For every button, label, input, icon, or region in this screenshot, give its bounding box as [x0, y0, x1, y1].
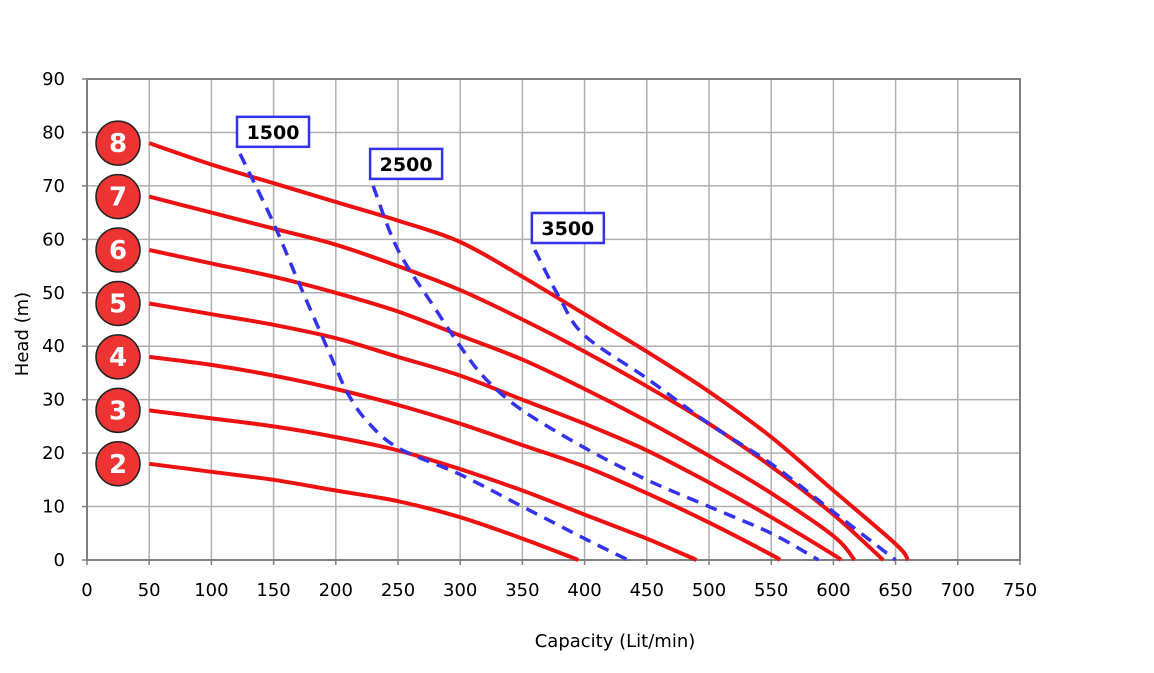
x-tick-label: 700 — [941, 580, 975, 601]
speed-curve-3500 — [533, 249, 897, 562]
stage-badge-circle — [95, 334, 141, 380]
x-tick-label: 0 — [81, 580, 92, 601]
stage-badge-label: 4 — [109, 343, 127, 373]
stage-badge-circle — [95, 120, 141, 166]
stage-badge-label: 8 — [109, 129, 127, 159]
speed-label-2500: 2500 — [368, 147, 444, 181]
plot-frame — [86, 78, 1021, 561]
y-tick-label: 60 — [42, 229, 65, 250]
speed-label-3500: 3500 — [530, 211, 606, 245]
y-tick-label: 0 — [54, 550, 65, 571]
stage-badge-8: 8 — [95, 120, 141, 166]
stage-curve-3 — [148, 408, 698, 562]
y-tick-label: 20 — [42, 443, 65, 464]
x-tick-label: 500 — [692, 580, 726, 601]
speed-label-text: 2500 — [380, 154, 433, 176]
x-axis-ticks: 0 50 100 150 200 250 300 350 400 450 500 550 600 650 7… — [81, 560, 1037, 601]
stage-badge-label: 6 — [109, 236, 127, 266]
x-tick-label: 200 — [319, 580, 353, 601]
y-tick-label: 50 — [42, 283, 65, 304]
stage-badge-circle — [95, 173, 141, 220]
y-tick-label: 30 — [42, 390, 65, 411]
y-tick-label: 10 — [42, 497, 65, 518]
x-tick-label: 400 — [567, 580, 601, 601]
speed-label-box — [368, 147, 444, 181]
plot-border — [86, 78, 1021, 561]
x-tick-label: 50 — [138, 580, 161, 601]
stage-curve-2 — [148, 461, 580, 562]
speed-label-text: 1500 — [247, 122, 300, 144]
stage-badge-label: 5 — [109, 289, 127, 319]
stage-badge-circle — [95, 280, 141, 327]
stage-badge-label: 7 — [109, 183, 127, 213]
speed-labels: 1500 2500 3500 — [235, 115, 606, 245]
speed-curve-2500 — [371, 185, 820, 562]
y-axis-ticks: 0 10 20 30 40 50 60 70 80 90 — [42, 69, 87, 571]
stage-badge-circle — [95, 387, 141, 434]
stage-badge-7: 7 — [95, 173, 141, 220]
stage-badge-5: 5 — [95, 280, 141, 327]
speed-label-box — [530, 211, 606, 245]
stage-badge-2: 2 — [95, 441, 141, 487]
speed-label-text: 3500 — [541, 218, 594, 240]
x-tick-label: 600 — [816, 580, 850, 601]
stage-curve-8 — [148, 141, 910, 562]
x-tick-label: 350 — [505, 580, 539, 601]
x-tick-label: 650 — [878, 580, 912, 601]
curves — [148, 141, 910, 562]
speed-curve-1500 — [238, 153, 629, 562]
y-axis-label: Head (m) — [12, 292, 33, 376]
stage-badges: 8 7 6 5 4 3 2 — [95, 120, 141, 487]
speed-label-box — [235, 115, 311, 149]
x-tick-label: 450 — [630, 580, 664, 601]
x-tick-label: 750 — [1003, 580, 1037, 601]
stage-curve-5 — [148, 301, 844, 562]
speed-label-1500: 1500 — [235, 115, 311, 149]
y-tick-label: 40 — [42, 336, 65, 357]
x-tick-label: 100 — [194, 580, 228, 601]
x-tick-label: 150 — [256, 580, 290, 601]
stage-badge-circle — [95, 441, 141, 487]
grid — [86, 78, 1021, 561]
x-axis-label: Capacity (Lit/min) — [535, 631, 696, 652]
x-tick-label: 250 — [381, 580, 415, 601]
y-tick-label: 80 — [42, 122, 65, 143]
stage-badge-6: 6 — [95, 227, 141, 273]
stage-badge-4: 4 — [95, 334, 141, 380]
y-tick-label: 90 — [42, 69, 65, 90]
stage-badge-label: 2 — [109, 450, 127, 480]
stage-badge-label: 3 — [109, 396, 127, 426]
stage-badge-circle — [95, 227, 141, 273]
y-tick-label: 70 — [42, 176, 65, 197]
stage-curve-7 — [148, 194, 885, 562]
stage-badge-3: 3 — [95, 387, 141, 434]
stage-curve-4 — [148, 354, 782, 562]
x-tick-label: 300 — [443, 580, 477, 601]
stage-curve-6 — [148, 248, 857, 562]
x-tick-label: 550 — [754, 580, 788, 601]
